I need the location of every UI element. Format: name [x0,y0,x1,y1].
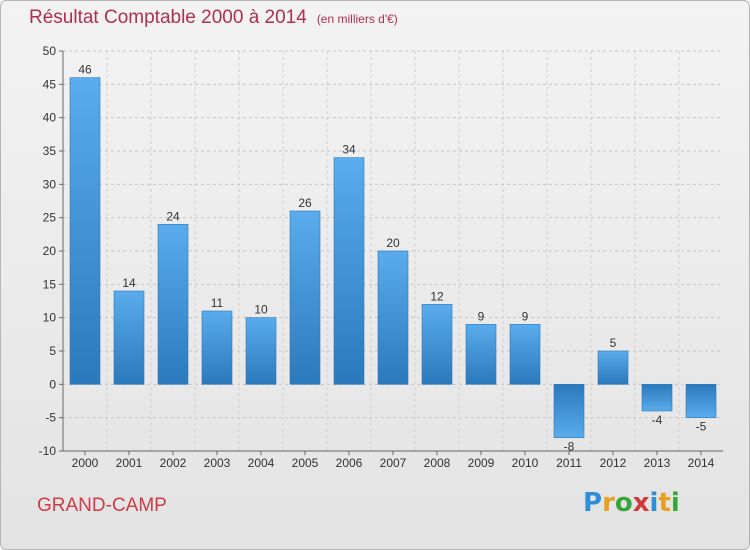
data-label: 9 [478,309,485,323]
labels: 46 14 24 11 10 26 34 20 12 9 9 -8 5 -4 -5 [78,63,706,454]
y-tick-label: 0 [49,377,56,391]
y-tick-label: 25 [43,211,57,225]
x-tick-label: 2013 [644,456,671,470]
x-tick-label: 2008 [424,456,451,470]
y-tick-label: 15 [43,277,57,291]
data-label: 11 [211,296,224,310]
logo-letter: i [649,488,659,518]
bar [597,350,629,385]
x-tick-label: 2001 [116,456,143,470]
bar [289,210,321,385]
bar [333,157,365,385]
y-tick-label: 35 [43,144,57,158]
data-label: -5 [696,420,707,434]
y-tick-label: 20 [43,244,57,258]
data-label: 5 [610,336,617,350]
y-tick-label: 40 [43,111,57,125]
logo-letter: P [583,488,603,518]
bar [465,324,497,385]
data-label: 14 [122,276,136,290]
bar [157,224,189,385]
data-label: 46 [78,63,92,77]
bars [69,77,717,438]
data-label: 12 [430,289,444,303]
bar [641,384,673,412]
x-tick-label: 2006 [336,456,363,470]
x-tick-label: 2005 [292,456,319,470]
logo-letter: x [632,488,650,518]
logo-letter: r [602,488,615,518]
bar [69,77,101,385]
y-tick-label: 45 [43,77,57,91]
chart-title: Résultat Comptable 2000 à 2014 [29,7,307,28]
bar [201,310,233,385]
data-label: -8 [564,440,575,454]
y-tick-label: 30 [43,177,57,191]
commune-name: GRAND-CAMP [37,495,167,516]
bar [509,324,541,385]
bar [421,304,453,385]
data-label: -4 [652,413,663,427]
logo-letter: o [614,488,633,518]
chart-title-line: Résultat Comptable 2000 à 2014 (en millie… [29,7,398,29]
y-tick-label: -5 [45,411,56,425]
x-tick-label: 2009 [468,456,495,470]
y-tick-label: 50 [43,44,57,58]
x-tick-label: 2003 [204,456,231,470]
data-label: 9 [522,309,529,323]
data-label: 24 [166,209,180,223]
data-label: 10 [254,303,268,317]
logo-letter: i [670,488,680,518]
bar [113,290,145,385]
data-label: 34 [342,143,356,157]
bar [245,317,277,385]
x-tick-label: 2002 [160,456,187,470]
x-tick-label: 2007 [380,456,407,470]
x-tick-label: 2014 [688,456,715,470]
chart-unit: (en milliers d'€) [316,12,398,26]
logo-letter: t [658,488,671,518]
proxiti-logo: Proxiti [583,488,680,518]
axes: -10 -5 0 5 10 15 20 25 30 35 40 45 50 2000 2001 2002 200… [39,44,723,470]
y-tick-label: 10 [43,311,57,325]
x-tick-label: 2010 [512,456,539,470]
data-label: 20 [386,236,400,250]
bar [377,250,409,385]
bar [685,384,717,418]
y-tick-label: 5 [49,344,56,358]
x-tick-label: 2011 [556,456,582,470]
x-tick-label: 2004 [248,456,275,470]
data-label: 26 [298,196,312,210]
x-tick-label: 2000 [72,456,99,470]
y-tick-label: -10 [39,444,57,458]
bar [553,384,585,438]
x-tick-label: 2012 [600,456,627,470]
